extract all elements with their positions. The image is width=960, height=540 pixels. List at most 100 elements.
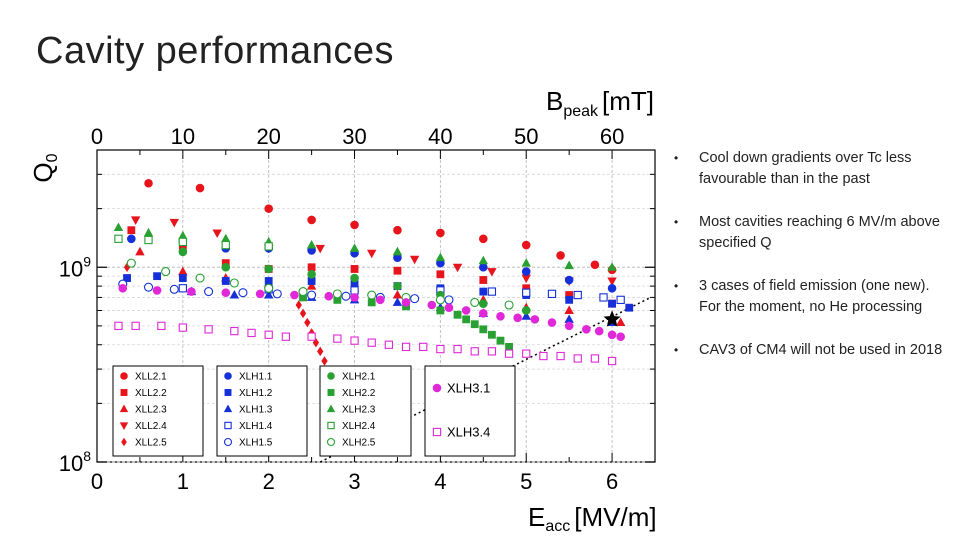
data-point: [350, 293, 359, 302]
legend-label: XLH2.3: [342, 405, 376, 416]
data-point: [204, 287, 214, 297]
data-point: [436, 344, 445, 354]
data-point: [607, 262, 617, 271]
data-point: [564, 305, 574, 314]
data-point: [307, 215, 316, 225]
data-point: [556, 351, 565, 361]
data-point: [479, 299, 488, 308]
series-xlh2-2: [299, 293, 513, 351]
data-point: [204, 325, 213, 334]
data-point: [521, 240, 531, 250]
y-axis-label: Q0: [28, 153, 61, 182]
data-point: [564, 275, 574, 285]
series-xlh3-1: [118, 283, 625, 341]
data-point: [212, 229, 222, 238]
data-point: [401, 342, 411, 352]
x-tick-label: 4: [434, 469, 446, 494]
data-point: [452, 263, 463, 273]
data-point: [435, 295, 445, 305]
data-point: [384, 340, 394, 349]
bullet-item: • Cool down gradients over Tc less favour…: [672, 148, 944, 190]
data-point: [350, 336, 359, 345]
data-point: [187, 287, 196, 296]
data-point: [229, 278, 239, 288]
data-point: [264, 277, 273, 285]
data-point: [487, 347, 497, 356]
data-point: [152, 286, 162, 295]
data-point: [444, 295, 454, 305]
legend-label: XLL2.5: [135, 438, 167, 449]
x-tick-label: 0: [91, 469, 103, 494]
legend-marker: [120, 372, 128, 380]
data-point: [321, 356, 328, 366]
data-point: [625, 303, 634, 312]
bullet-text: CAV3 of CM4 will not be used in 2018: [699, 342, 943, 358]
legend-marker: [119, 404, 129, 413]
data-point: [307, 270, 316, 279]
data-point: [281, 332, 291, 341]
legend-marker: [223, 437, 233, 447]
data-point: [169, 284, 179, 294]
bullet-dot-icon: •: [674, 151, 679, 165]
legend-marker: [432, 383, 442, 393]
series-xll2-5: [123, 262, 328, 366]
data-point: [496, 336, 505, 345]
data-point: [496, 311, 505, 321]
data-point: [350, 265, 359, 273]
data-point: [114, 234, 123, 243]
data-point: [479, 262, 488, 272]
data-point: [479, 287, 488, 296]
data-point: [410, 294, 420, 304]
legend-marker: [327, 372, 335, 380]
bullet-dot-icon: •: [674, 215, 679, 229]
y-tick-label: 109: [59, 253, 91, 281]
data-point: [573, 290, 582, 300]
top-tick-label: 10: [171, 124, 195, 149]
data-point: [315, 244, 325, 254]
series-xll2-1: [144, 178, 617, 275]
legend-marker: [120, 389, 128, 396]
data-point: [504, 349, 514, 358]
top-tick-label: 60: [600, 124, 624, 149]
data-point: [144, 178, 153, 188]
data-point: [143, 282, 154, 292]
data-point: [564, 321, 574, 331]
data-point: [367, 338, 376, 347]
data-point: [565, 295, 574, 304]
bullet-list: • Cool down gradients over Tc less favour…: [672, 148, 944, 383]
legend-label: XLH2.5: [342, 438, 376, 449]
bullet-item: • CAV3 of CM4 will not be used in 2018: [672, 340, 944, 361]
data-point: [295, 300, 302, 310]
data-point: [298, 287, 308, 297]
data-point: [290, 290, 299, 300]
data-point: [513, 313, 522, 323]
data-point: [436, 306, 445, 315]
legend-marker: [326, 404, 336, 413]
data-point: [375, 295, 385, 305]
x-tick-label: 6: [606, 469, 618, 494]
legend-marker: [326, 437, 336, 447]
data-point: [195, 273, 205, 283]
data-point: [247, 328, 256, 338]
data-point: [539, 351, 548, 361]
data-point: [306, 240, 317, 249]
legend-label: XLL2.4: [135, 421, 167, 432]
data-point: [470, 297, 480, 307]
data-point: [178, 323, 187, 332]
data-point: [436, 228, 445, 238]
data-point: [307, 263, 316, 272]
data-point: [522, 288, 531, 297]
data-point: [126, 258, 136, 268]
data-point: [333, 334, 342, 343]
series-xlh2-1: [178, 247, 531, 315]
data-point: [436, 270, 445, 279]
x-tick-label: 3: [348, 469, 360, 494]
y-tick-label: 108: [59, 448, 91, 476]
data-point: [462, 315, 471, 324]
data-point: [590, 260, 600, 270]
legend-frame: [319, 365, 412, 457]
data-point: [582, 325, 591, 334]
data-point: [479, 309, 488, 318]
series-xlh2-5: [126, 258, 514, 310]
legend-marker: [224, 421, 232, 430]
